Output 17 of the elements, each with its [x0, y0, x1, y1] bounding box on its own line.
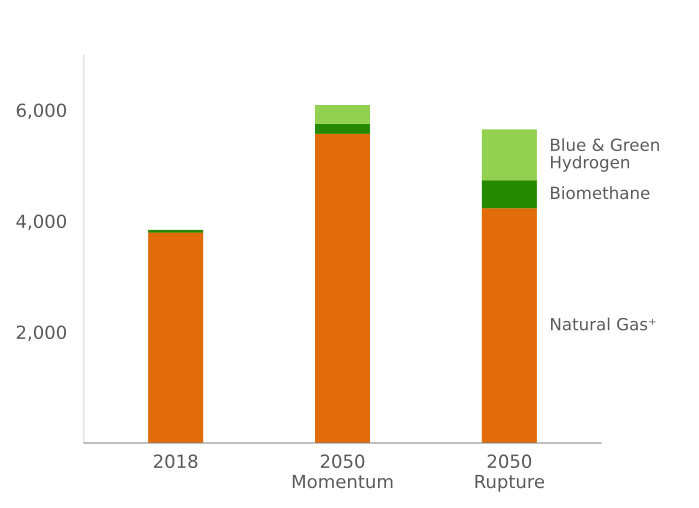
y-tick-label: 2,000: [16, 325, 66, 341]
x-tick-label: 2050 Momentum: [292, 454, 392, 488]
x-tick-label: 2018: [154, 454, 198, 468]
series-label: Blue & Green Hydrogen: [551, 138, 659, 172]
series-label: Natural Gas⁺: [551, 318, 656, 330]
y-tick-label: 4,000: [16, 214, 66, 230]
bar: [148, 230, 204, 233]
bar: [314, 134, 370, 443]
bar: [482, 180, 537, 208]
y-tick-label: 6,000: [16, 103, 66, 119]
x-tick-label: 2050 Rupture: [475, 454, 544, 492]
bar: [148, 232, 204, 443]
bar: [314, 124, 370, 134]
bar: [314, 105, 370, 124]
bar: [482, 208, 537, 443]
series-label: Biomethane: [551, 186, 650, 200]
bar: [482, 129, 537, 180]
